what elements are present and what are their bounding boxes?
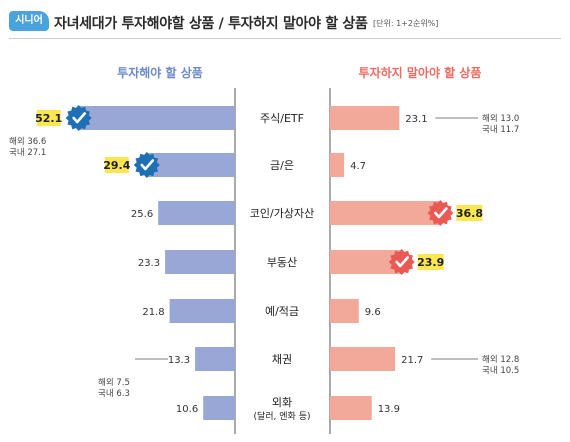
value-highlight-right	[417, 254, 444, 270]
bar-right	[330, 201, 441, 225]
value-label-right: 9.6	[365, 307, 381, 318]
value-label-right: 13.9	[378, 404, 400, 415]
bar-right	[330, 106, 400, 130]
bar-right	[330, 347, 396, 371]
bar-right	[330, 396, 372, 420]
category-label: 금/은	[270, 159, 294, 172]
unit-label: [단위: 1+2순위%]	[373, 19, 439, 28]
value-label-right: 23.9	[417, 256, 444, 269]
value-label-left: 10.6	[176, 404, 198, 415]
bar-right	[330, 153, 345, 177]
annotation-text: 국내 10.5	[482, 366, 519, 376]
title-divider	[9, 38, 561, 39]
annotation-text: 국내 11.7	[482, 125, 519, 135]
check-badge-icon	[65, 105, 92, 131]
value-highlight-left	[104, 157, 129, 173]
bar-left	[158, 201, 235, 225]
value-label-right: 4.7	[350, 161, 366, 172]
chart-title: 자녀세대가 투자해야할 상품 / 투자하지 말아야 할 상품	[54, 16, 368, 32]
value-label-right: 21.7	[401, 355, 423, 366]
section-badge: 시니어	[9, 11, 49, 31]
check-badge-icon	[427, 200, 454, 226]
category-label-sub: (달러, 엔화 등)	[253, 410, 310, 422]
value-label-right: 36.8	[456, 207, 483, 220]
value-label-left: 29.4	[103, 159, 130, 172]
value-label-left: 13.3	[168, 355, 190, 366]
category-label: 예/적금	[265, 305, 299, 318]
bar-left	[78, 106, 235, 130]
annotation-text: 국내 27.1	[9, 148, 46, 158]
right-series-heading: 투자하지 말아야 할 상품	[359, 65, 482, 80]
bar-left	[146, 153, 235, 177]
category-label: 외화	[272, 396, 292, 409]
check-badge-icon	[133, 152, 160, 178]
bar-left	[195, 347, 235, 371]
value-highlight-right	[456, 205, 483, 221]
annotation-text: 국내 6.3	[98, 389, 130, 399]
left-series-heading: 투자해야 할 상품	[117, 65, 203, 80]
annotation-text: 해외 36.6	[9, 136, 46, 147]
bar-right	[330, 299, 359, 323]
category-label: 채권	[272, 353, 292, 366]
value-label-left: 23.3	[138, 258, 160, 269]
value-label-left: 52.1	[35, 112, 62, 125]
bar-left	[165, 250, 235, 274]
annotation-text: 해외 12.8	[482, 354, 519, 365]
value-label-left: 21.8	[142, 307, 164, 318]
value-label-right: 23.1	[405, 114, 427, 125]
annotation-text: 해외 7.5	[98, 377, 130, 388]
category-label: 코인/가상자산	[250, 207, 314, 220]
value-label-left: 25.6	[131, 209, 153, 220]
category-label: 주식/ETF	[260, 112, 304, 125]
bar-left	[169, 299, 235, 323]
value-highlight-left	[36, 110, 61, 126]
check-badge-icon	[388, 249, 415, 275]
bar-left	[203, 396, 235, 420]
category-label: 부동산	[267, 256, 297, 269]
annotation-text: 해외 13.0	[482, 113, 519, 124]
